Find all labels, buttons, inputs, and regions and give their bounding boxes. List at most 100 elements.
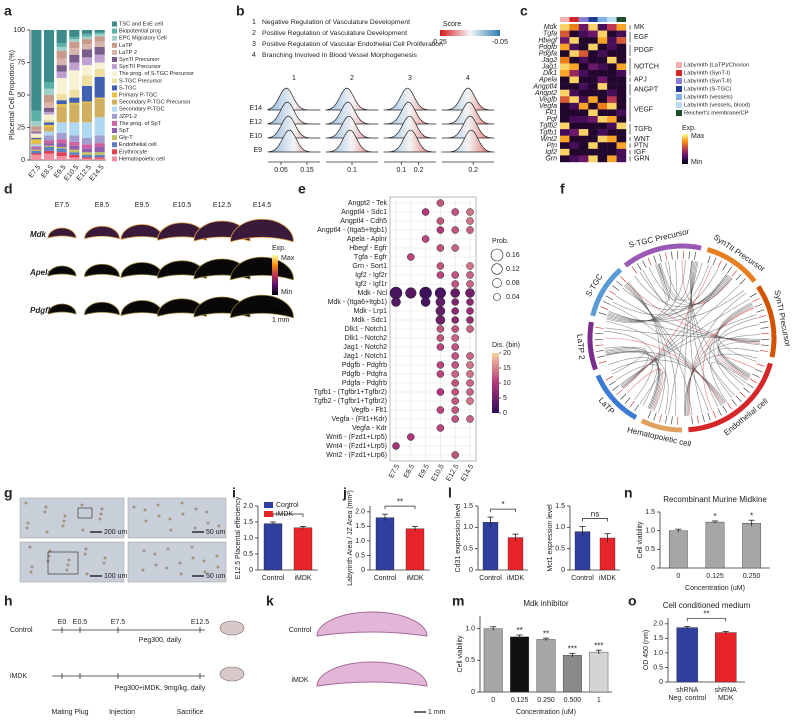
group-label: NOTCH	[634, 64, 659, 71]
chord	[616, 295, 760, 343]
stain	[132, 505, 136, 509]
tissue-section	[316, 661, 428, 687]
bar-segment	[94, 135, 105, 144]
row-label: Mdk - (Itga6+Itgb1)	[328, 299, 387, 306]
legend-label: Labyrinth (vessels, blood)	[684, 103, 750, 109]
heat-cell	[569, 135, 580, 143]
gene-tick	[596, 350, 605, 352]
bar-segment	[69, 89, 80, 98]
dot	[407, 433, 415, 441]
legend-title: Prob.	[492, 238, 509, 245]
bar-segment	[56, 143, 67, 147]
bar-segment	[31, 134, 42, 137]
gene-tick	[665, 415, 668, 424]
y-axis-label: Cd31 expression level	[455, 503, 462, 572]
tissue-section	[120, 300, 164, 317]
stain	[83, 552, 87, 556]
legend-swatch	[112, 142, 117, 148]
bar-segment	[43, 140, 55, 144]
bar-segment	[43, 108, 55, 112]
gene-tick	[620, 276, 627, 283]
legend-swatch	[112, 156, 117, 162]
bar-segment	[81, 65, 93, 76]
dot	[405, 287, 417, 299]
gene-tick	[647, 257, 652, 266]
dot	[451, 334, 459, 342]
legend-swatch	[112, 85, 117, 91]
bar-segment	[43, 111, 55, 115]
x-tick-label: shRNA	[676, 687, 699, 694]
y-tick-label: 1.5	[355, 523, 365, 530]
zoom-box	[47, 551, 79, 575]
stain	[217, 524, 221, 528]
dot	[466, 226, 474, 234]
dot	[451, 271, 459, 279]
bar-segment	[69, 97, 80, 103]
significance: ***	[568, 644, 577, 653]
bar-segment	[31, 121, 42, 127]
legend-swatch	[112, 106, 117, 112]
heat-cell	[560, 135, 570, 143]
panel-letter: a	[4, 3, 12, 19]
significance: **	[516, 626, 522, 635]
heat-cell	[560, 24, 570, 31]
y-tick-label: 0.5	[355, 552, 365, 559]
heat-cell	[560, 96, 570, 104]
gene-tick	[642, 260, 647, 268]
heat-cell	[597, 83, 608, 90]
panel-letter: g	[4, 485, 13, 501]
dot	[466, 271, 474, 279]
x-tick-label: E12.5	[445, 463, 460, 482]
heat-cell	[578, 135, 589, 143]
panel-letter: l	[448, 485, 452, 501]
heat-cell	[597, 155, 608, 163]
stain	[80, 503, 84, 507]
gene-tick	[612, 285, 620, 291]
gene-tick	[717, 260, 722, 268]
bar-segment	[56, 71, 67, 79]
y-tick-label: 1.5	[463, 503, 473, 510]
stain	[178, 561, 182, 565]
bar-segment	[43, 150, 55, 154]
stain	[194, 507, 198, 511]
heat-cell	[616, 148, 627, 156]
gene-label: Vegfa	[539, 103, 557, 110]
event-label: Mating Plug	[52, 709, 89, 716]
bar-segment	[94, 46, 105, 55]
heat-cell	[597, 135, 608, 143]
chord	[690, 260, 719, 408]
legend-swatch	[676, 110, 682, 116]
dot	[451, 388, 459, 396]
panel-letter: d	[4, 181, 13, 197]
chord	[717, 317, 758, 375]
significance-bracket	[384, 505, 416, 510]
heat-cell	[588, 102, 598, 110]
heat-cell	[569, 109, 580, 117]
gene-label: Mdk	[30, 230, 47, 239]
stain	[63, 514, 67, 518]
bar-segment	[94, 143, 105, 147]
dot	[451, 298, 459, 306]
row-label: Jag1 - Notch1	[343, 353, 387, 360]
bar-segment	[69, 145, 80, 150]
heat-cell	[560, 43, 570, 51]
significance: ***	[594, 641, 603, 650]
legend-swatch	[112, 135, 117, 141]
heat-cell	[588, 89, 598, 97]
tissue-section	[47, 265, 77, 277]
gene-tick	[756, 309, 765, 313]
gene-label: Hbegf	[538, 37, 558, 44]
chord	[604, 330, 659, 409]
panel-letter: i	[232, 485, 236, 501]
legend-swatch	[676, 86, 682, 92]
significance: *	[750, 511, 753, 520]
legend-min: Min	[281, 289, 292, 296]
heat-cell	[607, 50, 617, 58]
bar-segment	[56, 106, 67, 123]
dot	[450, 288, 460, 298]
x-tick-label: E7.5	[28, 164, 43, 180]
heat-cell	[597, 148, 608, 156]
stain	[190, 545, 194, 549]
heat-cell	[616, 50, 627, 58]
x-tick-label: 0	[676, 573, 680, 580]
